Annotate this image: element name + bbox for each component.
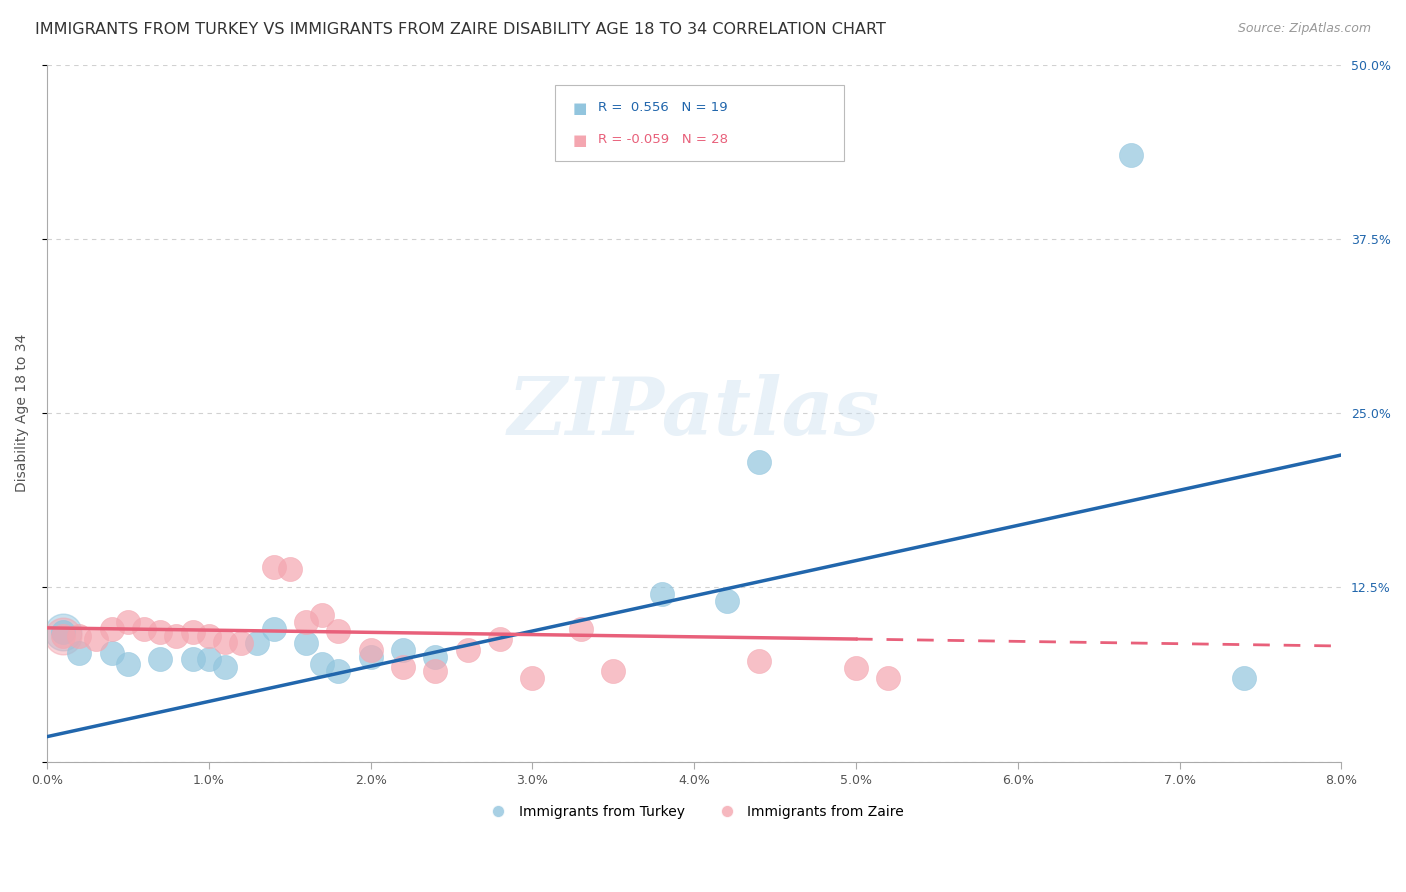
Point (134, 622, 156, 636)
Point (651, 587, 673, 601)
Text: ■: ■ (572, 133, 586, 148)
Point (181, 625, 204, 640)
Legend: Immigrants from Turkey, Immigrants from Zaire: Immigrants from Turkey, Immigrants from … (478, 799, 910, 824)
Point (602, 664, 624, 678)
Point (52, 625, 75, 640)
Text: IMMIGRANTS FROM TURKEY VS IMMIGRANTS FROM ZAIRE DISABILITY AGE 18 TO 34 CORRELAT: IMMIGRANTS FROM TURKEY VS IMMIGRANTS FRO… (35, 22, 886, 37)
Point (117, 615, 139, 630)
Point (198, 651, 221, 665)
Point (425, 650, 447, 665)
Y-axis label: Disability Age 18 to 34: Disability Age 18 to 34 (15, 334, 30, 492)
Text: R =  0.556   N = 19: R = 0.556 N = 19 (598, 101, 727, 114)
Point (246, 636, 269, 650)
Point (166, 629, 188, 643)
Point (1119, 148, 1142, 162)
Point (522, 671, 544, 685)
Point (295, 636, 318, 650)
Point (52, 629, 75, 643)
Text: R = -0.059   N = 28: R = -0.059 N = 28 (598, 133, 727, 146)
Text: Source: ZipAtlas.com: Source: ZipAtlas.com (1237, 22, 1371, 36)
Point (67, 629, 90, 643)
Point (877, 671, 900, 685)
Point (425, 664, 447, 678)
Point (231, 636, 253, 650)
Point (295, 615, 318, 630)
Point (263, 559, 285, 574)
Point (392, 643, 415, 657)
Point (278, 562, 301, 576)
Point (748, 455, 770, 469)
Point (67, 646, 90, 660)
Point (52, 625, 75, 640)
Point (845, 661, 868, 675)
Point (1233, 671, 1256, 685)
Point (100, 646, 122, 660)
Point (360, 650, 382, 665)
Text: ■: ■ (572, 101, 586, 116)
Point (328, 624, 350, 638)
Point (181, 651, 204, 665)
Point (457, 643, 479, 657)
Point (84, 632, 107, 646)
Point (569, 622, 592, 636)
Point (360, 643, 382, 657)
Point (149, 625, 172, 640)
Point (149, 651, 172, 665)
Text: ZIPatlas: ZIPatlas (508, 375, 880, 452)
Point (100, 622, 122, 636)
Point (214, 635, 236, 649)
Point (117, 657, 139, 672)
Point (748, 654, 770, 668)
Point (716, 594, 738, 608)
Point (198, 629, 221, 643)
Point (392, 660, 415, 674)
Point (311, 657, 333, 672)
Point (52, 629, 75, 643)
Point (263, 622, 285, 636)
Point (311, 608, 333, 623)
Point (328, 664, 350, 678)
Point (214, 660, 236, 674)
Point (489, 632, 512, 646)
